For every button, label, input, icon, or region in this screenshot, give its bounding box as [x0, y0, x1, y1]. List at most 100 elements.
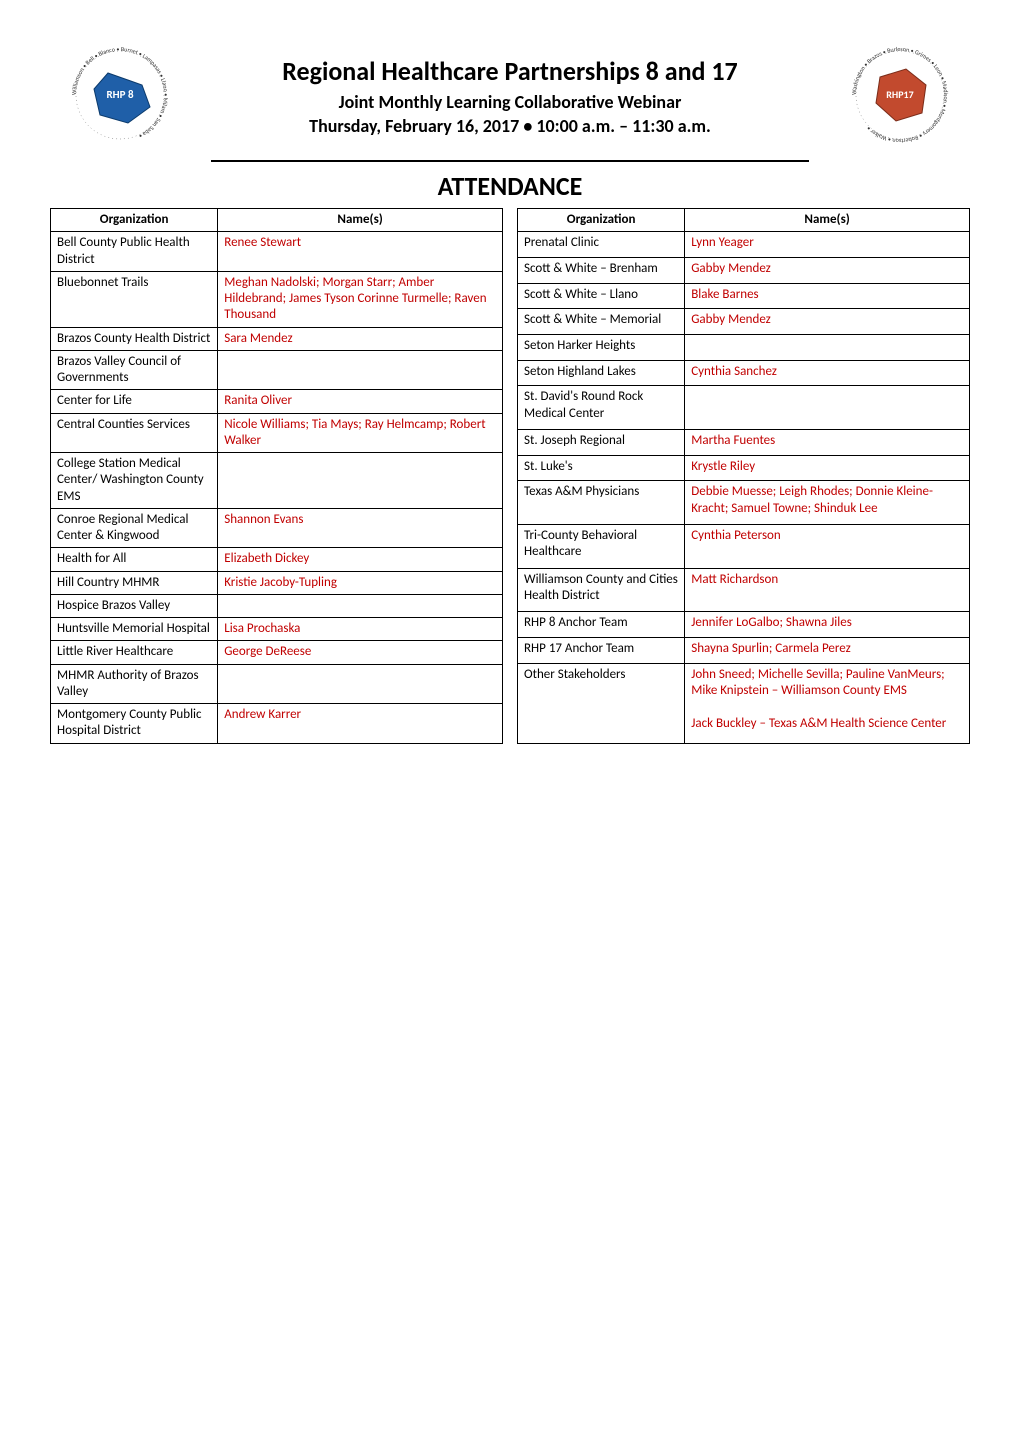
table-row: Seton Harker Heights: [518, 335, 970, 361]
attendance-table-left: Organization Name(s) Bell County Public …: [50, 208, 503, 744]
cell-organization: Central Counties Services: [51, 413, 218, 453]
table-header-row: Organization Name(s): [51, 209, 503, 232]
table-row: St. Joseph RegionalMartha Fuentes: [518, 430, 970, 456]
table-row: Scott & White – LlanoBlake Barnes: [518, 283, 970, 309]
cell-names: Renee Stewart: [218, 232, 503, 272]
table-row: Williamson County and Cities Health Dist…: [518, 568, 970, 612]
table-header-row: Organization Name(s): [518, 209, 970, 232]
cell-names: [218, 453, 503, 509]
table-row: Prenatal ClinicLynn Yeager: [518, 232, 970, 258]
cell-organization: Prenatal Clinic: [518, 232, 685, 258]
cell-organization: MHMR Authority of Brazos Valley: [51, 664, 218, 704]
col-names: Name(s): [218, 209, 503, 232]
table-row: Brazos Valley Council of Governments: [51, 350, 503, 390]
cell-organization: Bluebonnet Trails: [51, 271, 218, 327]
cell-names: Andrew Karrer: [218, 704, 503, 744]
cell-organization: Scott & White – Brenham: [518, 257, 685, 283]
table-row: Montgomery County Public Hospital Distri…: [51, 704, 503, 744]
table-row: Scott & White – BrenhamGabby Mendez: [518, 257, 970, 283]
rhp17-logo: RHP17 Washington • Brazos • Burleson • G…: [830, 40, 970, 150]
cell-organization: RHP 17 Anchor Team: [518, 638, 685, 664]
cell-organization: Bell County Public Health District: [51, 232, 218, 272]
cell-organization: Seton Highland Lakes: [518, 360, 685, 386]
cell-organization: Brazos Valley Council of Governments: [51, 350, 218, 390]
rhp8-logo-label: RHP 8: [106, 88, 133, 101]
page-header: RHP 8 Williamson • Bell • Blanco • Burne…: [50, 40, 970, 150]
cell-names: Cynthia Peterson: [685, 525, 970, 569]
table-row: Scott & White – MemorialGabby Mendez: [518, 309, 970, 335]
table-row: Bluebonnet TrailsMeghan Nadolski; Morgan…: [51, 271, 503, 327]
cell-names: Kristie Jacoby-Tupling: [218, 571, 503, 594]
table-row: Center for LifeRanita Oliver: [51, 390, 503, 413]
cell-organization: Center for Life: [51, 390, 218, 413]
cell-organization: Huntsville Memorial Hospital: [51, 618, 218, 641]
cell-names: Meghan Nadolski; Morgan Starr; Amber Hil…: [218, 271, 503, 327]
cell-organization: Brazos County Health District: [51, 327, 218, 350]
cell-organization: Other Stakeholders: [518, 663, 685, 743]
table-row: Brazos County Health DistrictSara Mendez: [51, 327, 503, 350]
cell-organization: Conroe Regional Medical Center & Kingwoo…: [51, 508, 218, 548]
table-row: St. Luke'sKrystle Riley: [518, 455, 970, 481]
cell-organization: Scott & White – Memorial: [518, 309, 685, 335]
cell-organization: Hospice Brazos Valley: [51, 594, 218, 617]
page-subtitle: Joint Monthly Learning Collaborative Web…: [210, 91, 810, 113]
cell-names: [218, 350, 503, 390]
header-titles: Regional Healthcare Partnerships 8 and 1…: [210, 40, 810, 137]
attendance-table-right: Organization Name(s) Prenatal ClinicLynn…: [517, 208, 970, 744]
attendance-tables: Organization Name(s) Bell County Public …: [50, 208, 970, 744]
cell-organization: Seton Harker Heights: [518, 335, 685, 361]
cell-names: Sara Mendez: [218, 327, 503, 350]
table-row: Conroe Regional Medical Center & Kingwoo…: [51, 508, 503, 548]
cell-organization: Texas A&M Physicians: [518, 481, 685, 525]
cell-names: [218, 594, 503, 617]
header-divider: [211, 160, 809, 162]
cell-names: Shayna Spurlin; Carmela Perez: [685, 638, 970, 664]
cell-names: Matt Richardson: [685, 568, 970, 612]
rhp8-logo: RHP 8 Williamson • Bell • Blanco • Burne…: [50, 40, 190, 150]
cell-names: Shannon Evans: [218, 508, 503, 548]
cell-names: [218, 664, 503, 704]
cell-names: [685, 386, 970, 430]
table-row: Seton Highland LakesCynthia Sanchez: [518, 360, 970, 386]
table-row: Tri-County Behavioral HealthcareCynthia …: [518, 525, 970, 569]
cell-organization: RHP 8 Anchor Team: [518, 612, 685, 638]
table-row: College Station Medical Center/ Washingt…: [51, 453, 503, 509]
table-row: Huntsville Memorial HospitalLisa Prochas…: [51, 618, 503, 641]
table-row: Hospice Brazos Valley: [51, 594, 503, 617]
cell-organization: Tri-County Behavioral Healthcare: [518, 525, 685, 569]
cell-names: Martha Fuentes: [685, 430, 970, 456]
col-organization: Organization: [51, 209, 218, 232]
cell-names: George DeReese: [218, 641, 503, 664]
table-row: St. David's Round Rock Medical Center: [518, 386, 970, 430]
cell-organization: St. David's Round Rock Medical Center: [518, 386, 685, 430]
cell-names: Gabby Mendez: [685, 257, 970, 283]
cell-names: Blake Barnes: [685, 283, 970, 309]
cell-names: Debbie Muesse; Leigh Rhodes; Donnie Klei…: [685, 481, 970, 525]
table-row: RHP 17 Anchor TeamShayna Spurlin; Carmel…: [518, 638, 970, 664]
cell-organization: St. Joseph Regional: [518, 430, 685, 456]
cell-organization: College Station Medical Center/ Washingt…: [51, 453, 218, 509]
cell-names: Nicole Williams; Tia Mays; Ray Helmcamp;…: [218, 413, 503, 453]
cell-names: Lisa Prochaska: [218, 618, 503, 641]
rhp17-logo-label: RHP17: [886, 88, 913, 101]
cell-names: Jennifer LoGalbo; Shawna Jiles: [685, 612, 970, 638]
cell-names: Lynn Yeager: [685, 232, 970, 258]
table-row: MHMR Authority of Brazos Valley: [51, 664, 503, 704]
cell-organization: Hill Country MHMR: [51, 571, 218, 594]
table-row: Central Counties ServicesNicole Williams…: [51, 413, 503, 453]
table-row: Health for AllElizabeth Dickey: [51, 548, 503, 571]
table-row: Little River HealthcareGeorge DeReese: [51, 641, 503, 664]
cell-names: Cynthia Sanchez: [685, 360, 970, 386]
col-organization: Organization: [518, 209, 685, 232]
page-dateline: Thursday, February 16, 2017 • 10:00 a.m.…: [210, 115, 810, 137]
cell-names: Krystle Riley: [685, 455, 970, 481]
cell-organization: Montgomery County Public Hospital Distri…: [51, 704, 218, 744]
table-row: RHP 8 Anchor TeamJennifer LoGalbo; Shawn…: [518, 612, 970, 638]
cell-organization: Little River Healthcare: [51, 641, 218, 664]
table-row: Other StakeholdersJohn Sneed; Michelle S…: [518, 663, 970, 743]
attendance-heading: ATTENDANCE: [50, 170, 970, 202]
table-row: Hill Country MHMRKristie Jacoby-Tupling: [51, 571, 503, 594]
cell-organization: Health for All: [51, 548, 218, 571]
cell-names: Elizabeth Dickey: [218, 548, 503, 571]
table-row: Bell County Public Health DistrictRenee …: [51, 232, 503, 272]
